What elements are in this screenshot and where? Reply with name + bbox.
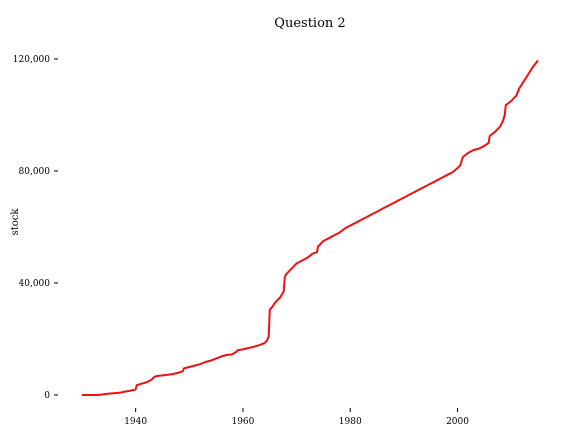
y-tick-label: 0 (44, 391, 50, 401)
y-axis: 0 40,000 80,000 120,000 (13, 55, 58, 401)
y-axis-label: stock (10, 208, 21, 236)
x-tick-label: 1940 (124, 417, 147, 427)
series-line (82, 59, 539, 396)
series-layer (82, 59, 539, 396)
y-tick-label: 40,000 (19, 279, 51, 289)
x-tick-label: 1960 (231, 417, 254, 427)
y-tick-label: 120,000 (13, 55, 50, 65)
y-tick-label: 80,000 (19, 167, 51, 177)
chart-title: Question 2 (274, 16, 345, 31)
x-tick-label: 1980 (339, 417, 362, 427)
x-axis: 1940 1960 1980 2000 (124, 408, 469, 427)
x-tick-label: 2000 (446, 417, 469, 427)
